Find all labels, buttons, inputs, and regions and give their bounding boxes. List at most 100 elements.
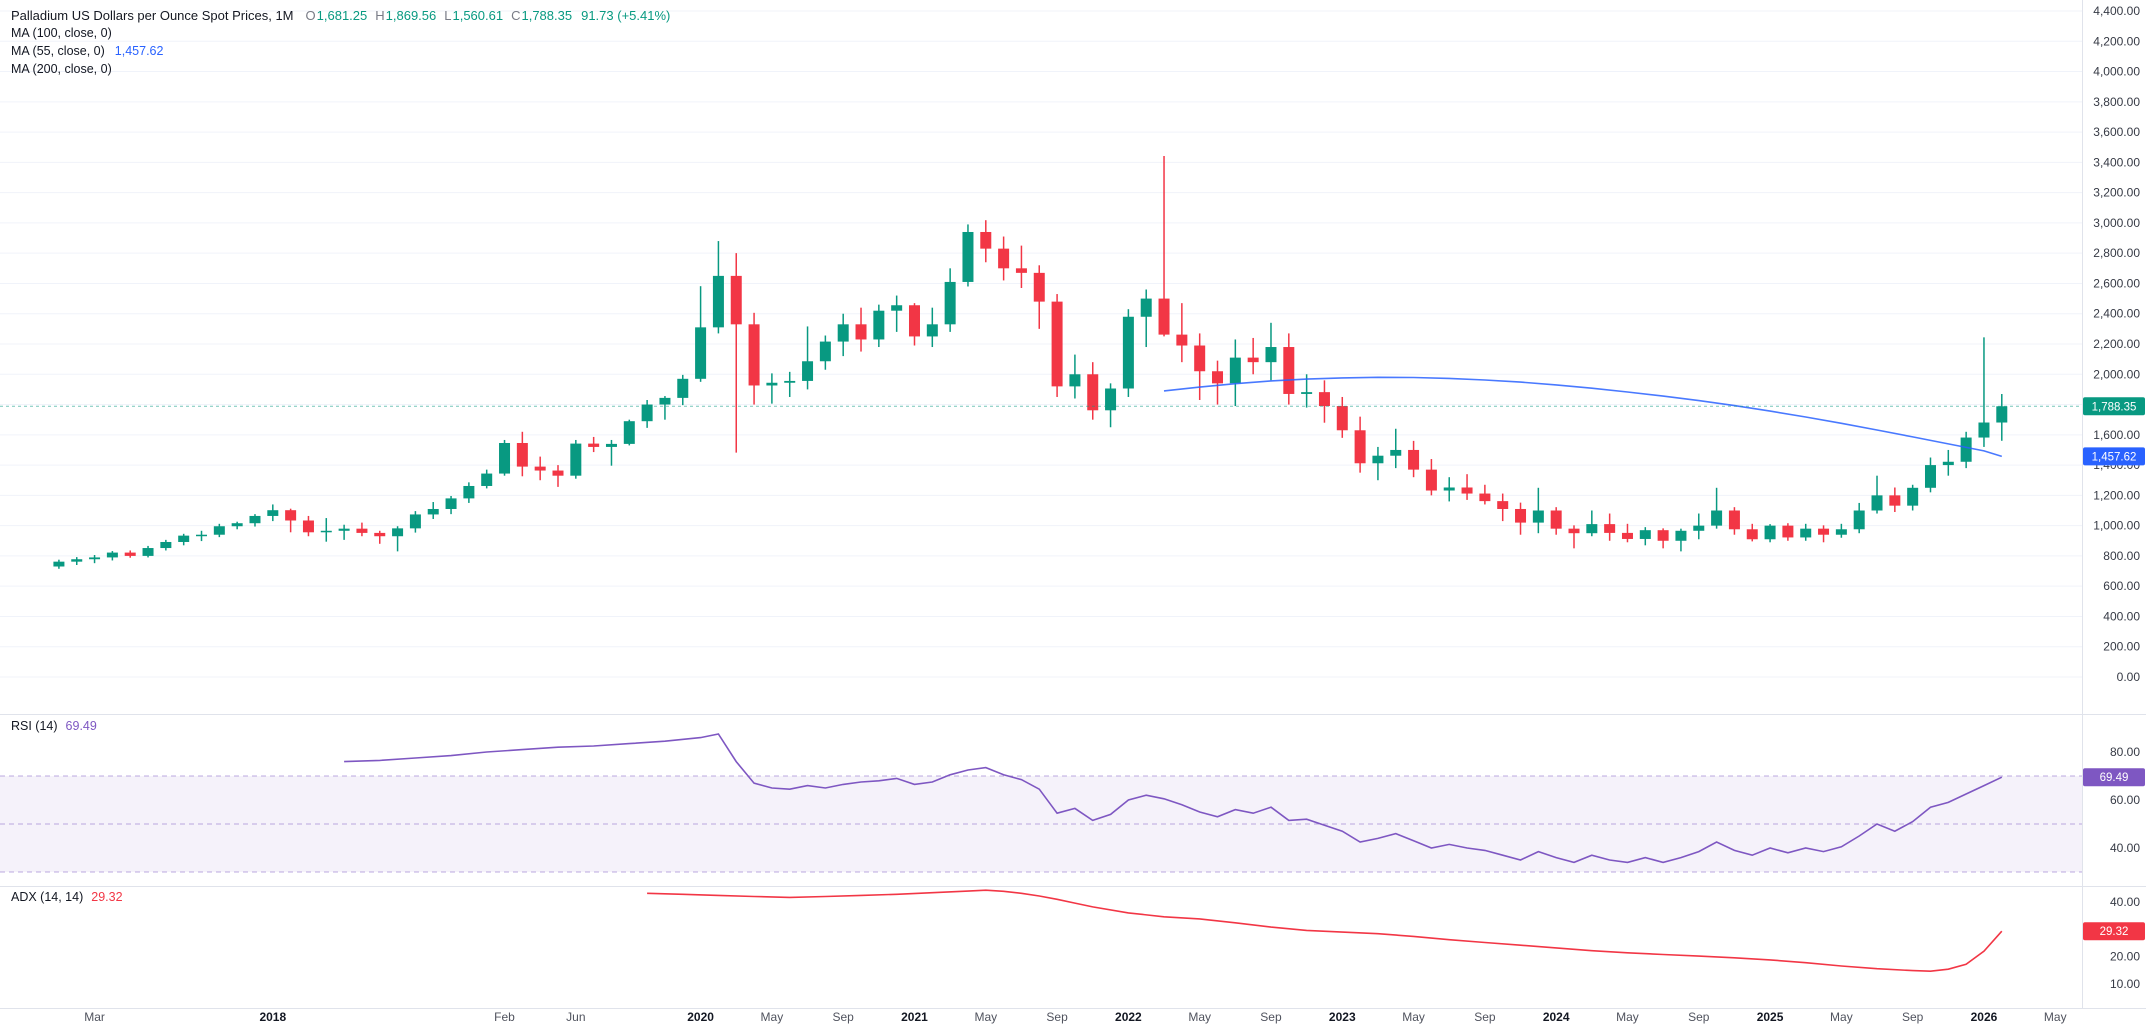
rsi-axis-label: 60.00 — [2110, 793, 2140, 807]
candle — [409, 511, 421, 533]
candle — [1639, 527, 1651, 546]
candle — [855, 307, 867, 352]
adx-axis-label: 10.00 — [2110, 977, 2140, 991]
ohlc-high-value: 1,869.56 — [385, 7, 437, 23]
candle — [1978, 337, 1990, 447]
time-axis[interactable]: Mar 2018 Feb Jun 2020 May Sep 2021 May Sep 2022 May… — [84, 1010, 2066, 1024]
candle — [873, 304, 885, 348]
candle — [1247, 337, 1259, 375]
price-axis-label: 2,800.00 — [2093, 246, 2140, 260]
candle — [1675, 528, 1687, 552]
time-axis-month-label: Sep — [1902, 1010, 1924, 1024]
ma55-line — [1163, 376, 2003, 458]
candle — [819, 335, 831, 370]
time-axis-month-label: May — [2044, 1010, 2067, 1024]
candle — [1586, 510, 1598, 537]
candle — [712, 241, 724, 334]
change-value: 91.73 (+5.41%) — [581, 7, 671, 23]
candle — [1443, 477, 1455, 502]
candle — [142, 545, 154, 558]
candle — [1176, 303, 1188, 363]
time-axis-month-label: May — [974, 1010, 997, 1024]
candle — [1069, 354, 1081, 399]
adx-value: 29.32 — [91, 890, 123, 904]
candle — [962, 224, 974, 287]
ohlc-close-value: 1,788.35 — [521, 7, 573, 23]
time-axis-month-label: May — [761, 1010, 784, 1024]
candle — [1818, 525, 1830, 543]
candle — [1568, 525, 1580, 549]
price-axis-label: 3,400.00 — [2093, 155, 2140, 169]
time-axis-year-label: 2020 — [687, 1010, 714, 1024]
time-axis-year-label: 2026 — [1971, 1010, 1998, 1024]
candle — [1621, 523, 1633, 543]
candle — [213, 523, 225, 538]
candle — [178, 533, 190, 546]
candle — [891, 295, 903, 332]
indicator-label: MA (200, close, 0) — [11, 62, 112, 76]
price-axis[interactable]: 4,400.00 4,200.00 4,000.00 3,800.00 3,600.00… — [2093, 4, 2140, 684]
rsi-axis-label: 40.00 — [2110, 841, 2140, 855]
candle — [641, 400, 653, 428]
ohlc-open-label: O — [305, 7, 316, 23]
rsi-axis[interactable]: 80.00 60.00 40.00 — [2110, 745, 2140, 855]
adx-pane-legend[interactable]: ADX (14, 14) 29.32 — [11, 890, 123, 904]
candle — [1924, 457, 1936, 493]
candle — [1158, 156, 1170, 337]
price-axis-label: 2,200.00 — [2093, 337, 2140, 351]
candle — [695, 286, 707, 382]
candle — [463, 482, 475, 503]
candle — [124, 550, 136, 558]
candle — [1105, 383, 1117, 428]
ohlc-high: H 1,869.56 — [375, 8, 436, 23]
candle — [570, 439, 582, 479]
candle — [1479, 484, 1491, 505]
time-axis-month-label: Sep — [833, 1010, 855, 1024]
price-axis-label: 2,600.00 — [2093, 276, 2140, 290]
price-axis-label: 800.00 — [2103, 549, 2140, 563]
indicator-row-ma200[interactable]: MA (200, close, 0) — [11, 60, 670, 78]
candle — [944, 268, 956, 332]
candle — [1532, 487, 1544, 534]
price-axis-label: 3,600.00 — [2093, 125, 2140, 139]
candle — [1942, 449, 1954, 476]
candle — [1782, 523, 1794, 541]
candle — [1835, 523, 1847, 538]
candle — [427, 502, 439, 519]
candle — [1425, 459, 1437, 496]
candle — [659, 396, 671, 420]
time-axis-year-label: 2022 — [1115, 1010, 1142, 1024]
ohlc-values: O 1,681.25 H 1,869.56 L 1,560.61 C 1,788.35 — [306, 8, 573, 23]
candle — [249, 514, 261, 527]
price-axis-label: 0.00 — [2117, 670, 2141, 684]
price-axis-label: 1,600.00 — [2093, 428, 2140, 442]
candle — [285, 508, 297, 533]
rsi-pane-legend[interactable]: RSI (14) 69.49 — [11, 719, 97, 733]
price-axis-label: 4,000.00 — [2093, 65, 2140, 79]
candle — [623, 419, 635, 446]
candle — [998, 236, 1010, 281]
indicator-row-ma55[interactable]: MA (55, close, 0) 1,457.62 — [11, 42, 670, 60]
time-axis-month-label: Sep — [1046, 1010, 1068, 1024]
candle — [1212, 360, 1224, 405]
svg-text:1,457.62: 1,457.62 — [2092, 451, 2137, 463]
candle — [1265, 322, 1277, 381]
candle — [445, 495, 457, 515]
time-axis-month-label: May — [1616, 1010, 1639, 1024]
candle — [908, 303, 920, 346]
adx-axis-label: 20.00 — [2110, 950, 2140, 964]
candle — [748, 312, 760, 405]
candle — [1194, 333, 1206, 401]
indicator-row-ma100[interactable]: MA (100, close, 0) — [11, 24, 670, 42]
indicator-value: 1,457.62 — [114, 44, 164, 58]
candle — [1764, 524, 1776, 543]
price-axis-label: 3,800.00 — [2093, 95, 2140, 109]
candle — [196, 530, 208, 542]
time-axis-month-label: Sep — [1260, 1010, 1282, 1024]
candle — [1283, 333, 1295, 405]
symbol-row[interactable]: Palladium US Dollars per Ounce Spot Pric… — [11, 6, 670, 24]
candle — [160, 539, 172, 551]
svg-text:69.49: 69.49 — [2100, 772, 2129, 784]
